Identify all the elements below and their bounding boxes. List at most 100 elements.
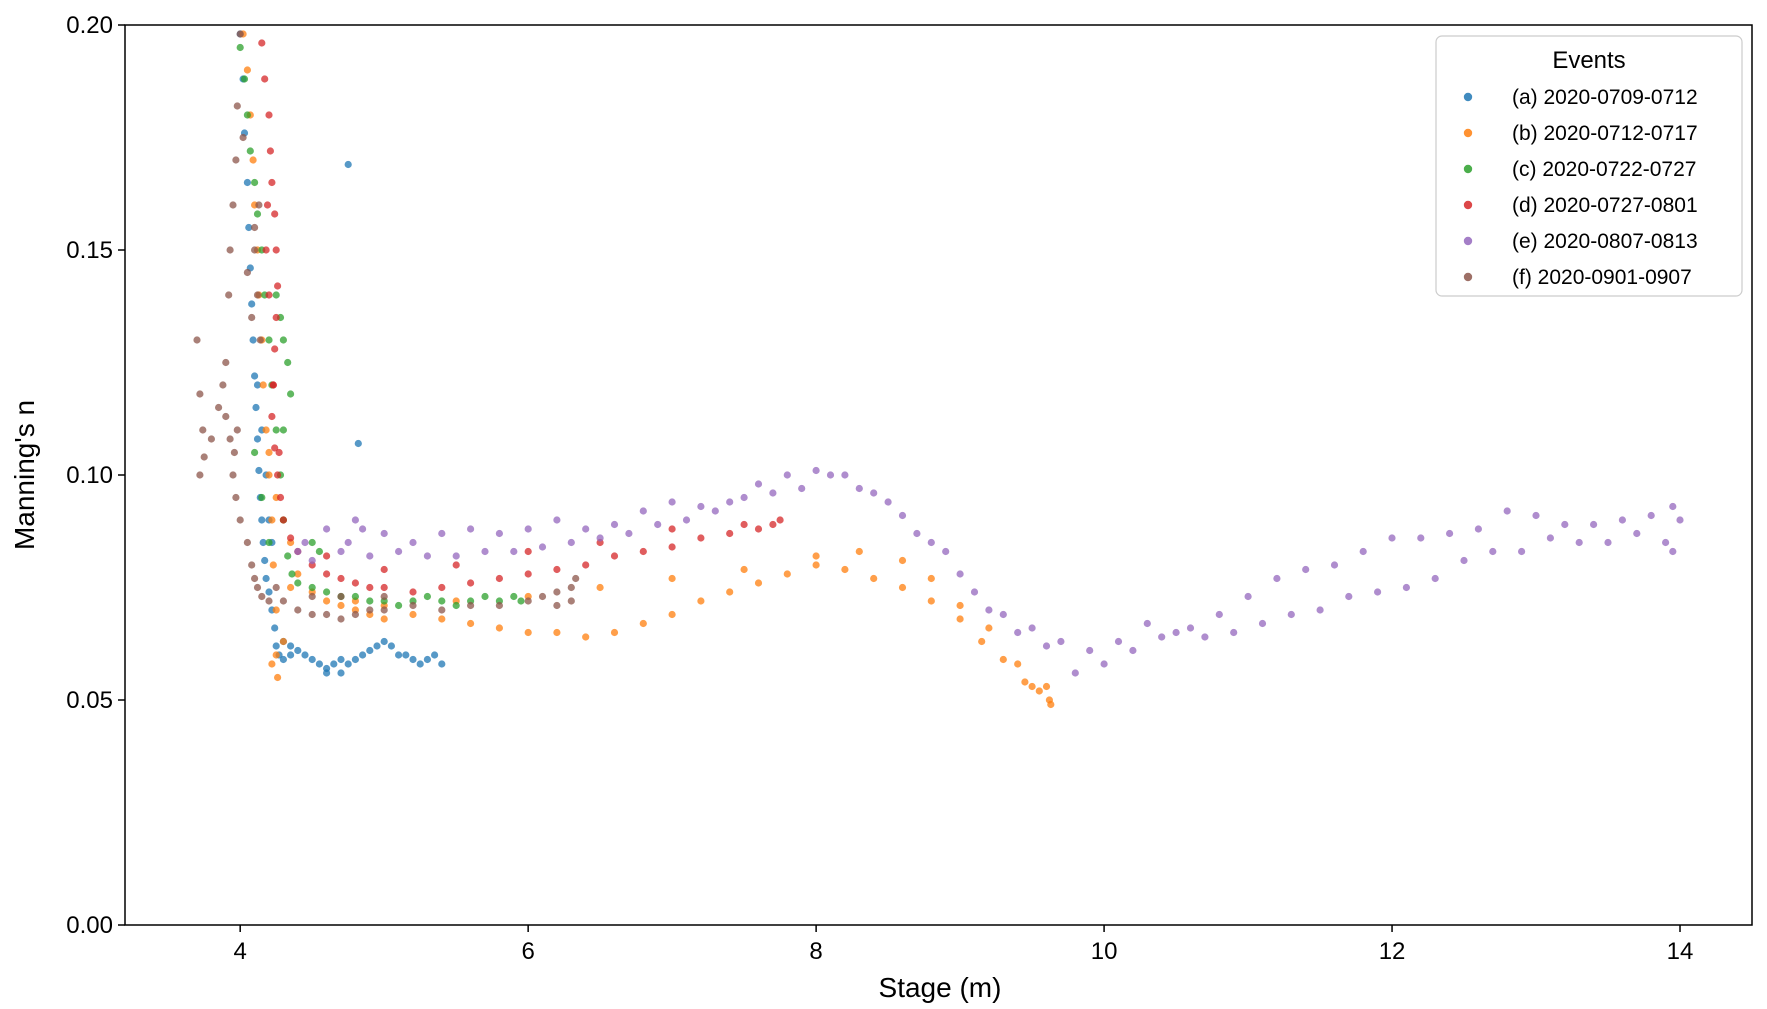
point-s3-40: [258, 493, 266, 502]
point-s6-40: [495, 601, 503, 610]
point-s3-1: [236, 43, 244, 52]
point-s2-27: [438, 615, 446, 623]
point-s6-8: [219, 381, 227, 389]
point-s5-79: [942, 547, 950, 556]
legend-marker: [1463, 128, 1473, 138]
point-s4-1: [258, 39, 266, 47]
point-s5-38: [1244, 592, 1252, 601]
point-s5-48: [1532, 511, 1540, 520]
point-s6-11: [226, 246, 234, 254]
point-s1-34: [359, 651, 367, 659]
point-s5-43: [1388, 534, 1396, 542]
x-tick-label: 14: [1667, 938, 1694, 965]
legend-label: (f) 2020-0901-0907: [1512, 266, 1692, 289]
point-s1-12: [255, 466, 263, 475]
point-s4-16: [279, 516, 287, 524]
point-s5-17: [639, 507, 647, 515]
point-s6-56: [226, 435, 234, 443]
point-s5-12: [495, 529, 503, 538]
point-s6-52: [251, 223, 259, 232]
point-s5-68: [1258, 619, 1267, 628]
point-s4-48: [269, 381, 277, 389]
point-s5-6: [351, 516, 359, 524]
point-s2-39: [783, 570, 791, 578]
point-s5-22: [783, 471, 791, 479]
point-s3-37: [308, 538, 316, 547]
point-s3-23: [395, 601, 403, 610]
point-s1-37: [380, 637, 388, 646]
point-s3-25: [423, 592, 431, 601]
point-s5-81: [884, 498, 892, 506]
point-s5-46: [1474, 525, 1482, 533]
point-s4-24: [380, 583, 388, 592]
point-s1-32: [344, 660, 352, 668]
point-s5-84: [798, 484, 806, 493]
point-s3-14: [284, 552, 292, 560]
point-s5-54: [1662, 538, 1670, 547]
y-tick-label: 0.00: [66, 912, 113, 939]
point-s5-31: [1042, 642, 1051, 650]
point-s2-13: [269, 561, 277, 569]
point-s4-35: [697, 534, 705, 542]
point-s4-2: [261, 75, 269, 83]
point-s6-45: [572, 574, 580, 583]
point-s2-30: [524, 628, 532, 637]
point-s2-65: [1014, 660, 1022, 668]
point-s5-42: [1359, 547, 1367, 556]
point-s2-45: [956, 615, 964, 623]
point-s5-19: [697, 502, 705, 511]
point-s3-20: [351, 592, 359, 601]
legend-item: (a) 2020-0709-0712: [1463, 86, 1698, 109]
point-s5-70: [1201, 633, 1209, 641]
point-s1-48: [253, 381, 262, 389]
point-s5-21: [754, 480, 763, 488]
point-s2-18: [287, 583, 295, 592]
point-s3-9: [265, 336, 273, 344]
point-s2-52: [1042, 682, 1051, 691]
point-s2-10: [262, 426, 270, 434]
point-s3-3: [243, 111, 251, 119]
point-s1-44: [431, 651, 439, 659]
point-s5-24: [841, 471, 849, 479]
point-s6-59: [380, 592, 388, 601]
point-s1-14: [258, 516, 266, 524]
point-s1-38: [387, 642, 395, 650]
point-s5-102: [1676, 516, 1684, 524]
point-s2-71: [265, 448, 273, 457]
point-s5-47: [1503, 507, 1511, 515]
point-s6-7: [215, 403, 223, 412]
point-s1-23: [279, 655, 287, 664]
point-s4-47: [265, 291, 273, 299]
point-s6-54: [248, 313, 256, 322]
point-s6-58: [337, 592, 345, 601]
point-s4-43: [740, 520, 748, 529]
point-s1-31: [337, 655, 345, 664]
legend-marker: [1463, 236, 1473, 246]
point-s2-41: [841, 565, 849, 574]
point-s2-62: [927, 574, 935, 583]
point-s5-52: [1647, 511, 1655, 520]
point-s6-3: [199, 426, 207, 434]
series-2: [239, 30, 1055, 709]
x-tick-label: 12: [1379, 938, 1406, 965]
point-s2-28: [467, 619, 475, 628]
point-s6-15: [236, 30, 244, 38]
legend-item: (b) 2020-0712-0717: [1463, 122, 1698, 145]
point-s6-9: [222, 358, 230, 367]
point-s4-50: [263, 201, 272, 209]
point-s2-26: [409, 610, 417, 619]
x-tick-label: 6: [521, 938, 534, 965]
point-s5-63: [1402, 583, 1410, 592]
legend-items: (a) 2020-0709-0712 (b) 2020-0712-0717 (c) …: [1463, 86, 1698, 289]
point-s4-26: [438, 583, 446, 592]
point-s6-20: [232, 493, 240, 502]
point-s5-67: [1287, 610, 1295, 619]
point-s6-38: [438, 606, 446, 614]
point-s4-9: [272, 313, 280, 322]
point-s5-30: [1014, 628, 1022, 637]
point-s2-12: [268, 516, 276, 524]
point-s2-17: [279, 637, 287, 646]
point-s4-21: [337, 574, 345, 583]
legend-marker: [1463, 272, 1473, 282]
point-s4-51: [262, 246, 270, 254]
